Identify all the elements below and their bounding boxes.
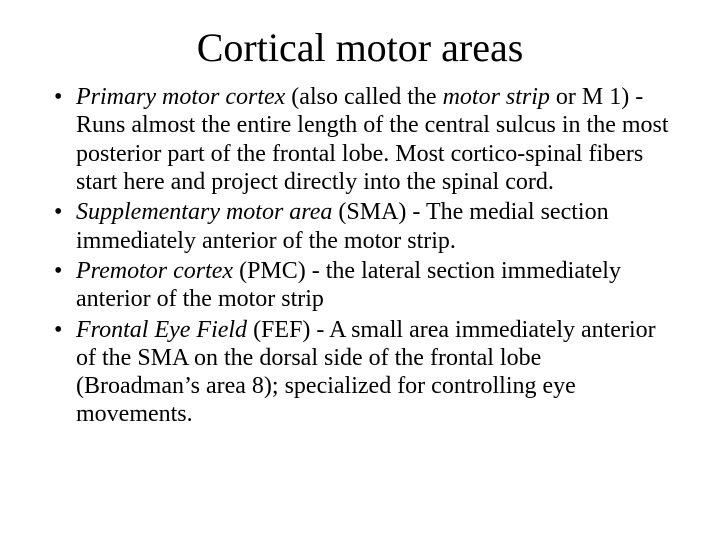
term-text: Supplementary motor area xyxy=(76,199,332,225)
list-item: Supplementary motor area (SMA) - The med… xyxy=(50,198,670,255)
term-text: Premotor cortex xyxy=(76,258,233,284)
slide-title: Cortical motor areas xyxy=(40,20,680,71)
bullet-list: Primary motor cortex (also called the mo… xyxy=(40,83,680,429)
list-item: Primary motor cortex (also called the mo… xyxy=(50,83,670,196)
body-text: (also called the xyxy=(285,84,442,110)
list-item: Premotor cortex (PMC) - the lateral sect… xyxy=(50,257,670,314)
term-text: Frontal Eye Field xyxy=(76,317,247,343)
list-item: Frontal Eye Field (FEF) - A small area i… xyxy=(50,316,670,429)
term-text: Primary motor cortex xyxy=(76,84,285,110)
slide: Cortical motor areas Primary motor corte… xyxy=(0,0,720,540)
term-text: motor strip xyxy=(443,84,550,110)
